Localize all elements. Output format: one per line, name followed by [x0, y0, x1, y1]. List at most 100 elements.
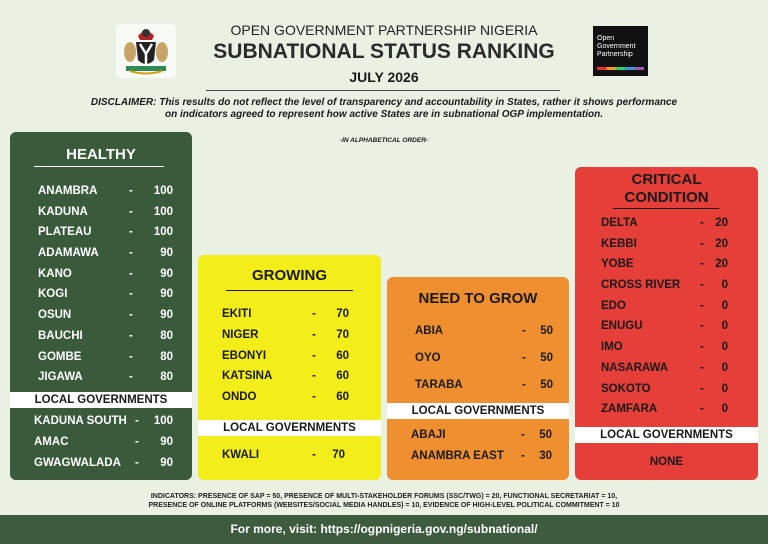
state-name: KEBBI [601, 237, 637, 250]
score-value: 100 [153, 415, 173, 427]
row-dash: - [700, 279, 704, 292]
footer-link[interactable]: For more, visit: https://ogpnigeria.gov.… [0, 515, 768, 544]
state-name: ANAMBRA EAST [411, 450, 504, 462]
header-divider [206, 90, 560, 91]
score-value: 0 [721, 403, 728, 416]
state-name: GWAGWALADA [34, 457, 121, 469]
ranking-row: BAUCHI - 80 [38, 330, 173, 351]
logo-line-3: Partnership [597, 51, 633, 58]
state-name: KANO [38, 267, 72, 280]
critical-title-line-1: CRITICAL [631, 171, 702, 188]
critical-state-list: DELTA -20 KEBBI -20 YOBE -20 CROSS RIVER -0 EDO -… [601, 217, 728, 424]
ogp-logo: Open Government Partnership [593, 26, 648, 76]
score-value: 50 [539, 429, 552, 441]
logo-line-2: Government [597, 43, 636, 50]
ranking-row: YOBE -20 [601, 258, 728, 279]
row-dash: - [312, 349, 316, 362]
score-value: 80 [160, 329, 173, 342]
page-title: SUBNATIONAL STATUS RANKING [213, 40, 555, 63]
row-dash: - [700, 299, 704, 312]
row-dash: - [129, 350, 133, 363]
row-dash: - [312, 449, 316, 461]
critical-title-line-2: CONDITION [624, 189, 709, 206]
growing-state-list: EKITI - 70 NIGER - 70 EBONYI - 60 KATSINA - 60 ONDO -… [222, 308, 349, 412]
score-value: 50 [540, 352, 553, 364]
order-note: -IN ALPHABETICAL ORDER- [339, 137, 429, 144]
ranking-row: KADUNA SOUTH - 100 [34, 415, 173, 436]
state-name: KATSINA [222, 370, 273, 383]
score-value: 0 [721, 279, 728, 292]
need-to-grow-title: NEED TO GROW [418, 290, 538, 307]
score-value: 100 [153, 205, 173, 218]
growing-panel: GROWING EKITI -70 NIGER -70 EBONYI -60 KATSINA… [198, 255, 381, 480]
ranking-row: JIGAWA - 80 [38, 371, 173, 392]
ranking-row: TARABA - 50 [415, 379, 553, 406]
critical-panel: CRITICAL CONDITION DELTA -20 KEBBI -20 YOBE -… [575, 167, 758, 480]
state-name: EDO [601, 299, 626, 312]
logo-line-1: Open [597, 35, 615, 42]
row-dash: - [700, 361, 704, 374]
ranking-row: ONDO - 60 [222, 391, 349, 412]
critical-local-label: LOCAL GOVERNMENTS [575, 427, 758, 443]
healthy-local-label: LOCAL GOVERNMENTS [10, 392, 192, 408]
state-name: AMAC [34, 436, 69, 448]
growing-local-label: LOCAL GOVERNMENTS [198, 420, 381, 436]
state-name: ABAJI [411, 429, 446, 441]
row-dash: - [129, 247, 133, 260]
row-dash: - [129, 205, 133, 218]
ranking-row: ANAMBRA EAST - 30 [411, 450, 552, 471]
growing-title: GROWING [252, 267, 327, 284]
ranking-row: KANO - 90 [38, 268, 173, 289]
state-name: ZAMFARA [601, 403, 658, 416]
row-dash: - [312, 370, 316, 383]
score-value: 0 [721, 320, 728, 333]
score-value: 0 [721, 299, 728, 312]
ranking-row: SOKOTO - 0 [601, 383, 728, 404]
row-dash: - [522, 325, 526, 337]
row-dash: - [700, 320, 704, 333]
critical-title-underline [613, 208, 719, 209]
ranking-row: ADAMAWA - 90 [38, 247, 173, 268]
row-dash: - [135, 415, 139, 427]
state-name: DELTA [601, 217, 638, 229]
healthy-title: HEALTHY [66, 146, 136, 163]
score-value: 20 [715, 237, 728, 250]
score-value: 20 [715, 258, 728, 271]
need-to-grow-panel: NEED TO GROW ABIA - 50 OYO - 50 TARABA - 50 LOCA… [387, 277, 569, 480]
ranking-row: ZAMFARA - 0 [601, 403, 728, 424]
state-name: OSUN [38, 309, 72, 322]
row-dash: - [700, 382, 704, 395]
state-name: ONDO [222, 391, 257, 404]
ranking-row: NIGER - 70 [222, 329, 349, 350]
state-name: NIGER [222, 328, 259, 341]
logo-stripes [597, 67, 644, 70]
state-name: JIGAWA [38, 371, 83, 384]
row-dash: - [522, 352, 526, 364]
ranking-row: KEBBI -20 [601, 238, 728, 259]
org-name: OPEN GOVERNMENT PARTNERSHIP NIGERIA [230, 22, 538, 38]
ranking-row: IMO - 0 [601, 341, 728, 362]
score-value: 70 [332, 449, 345, 461]
state-name: TARABA [415, 379, 463, 391]
state-name: KADUNA [38, 205, 88, 218]
state-name: KOGI [38, 288, 68, 301]
row-dash: - [700, 341, 704, 354]
score-value: 100 [153, 226, 173, 239]
healthy-panel: HEALTHY ANAMBRA - 100 KADUNA - 100 PLATEAU - 100… [10, 132, 192, 480]
state-name: PLATEAU [38, 226, 92, 239]
row-dash: - [312, 328, 316, 341]
state-name: BAUCHI [38, 329, 83, 342]
score-value: 90 [160, 457, 173, 469]
ranking-row: DELTA -20 [601, 217, 728, 238]
state-name: CROSS RIVER [601, 279, 681, 292]
row-dash: - [129, 267, 133, 280]
ranking-row: KADUNA - 100 [38, 206, 173, 227]
score-value: 60 [336, 370, 349, 383]
ranking-row: ABAJI - 50 [411, 429, 552, 450]
score-value: 90 [160, 288, 173, 301]
ranking-row: OYO - 50 [415, 352, 553, 379]
row-dash: - [521, 429, 525, 441]
score-value: 70 [336, 328, 349, 341]
row-dash: - [700, 258, 704, 271]
need-to-grow-local-label: LOCAL GOVERNMENTS [387, 403, 569, 419]
